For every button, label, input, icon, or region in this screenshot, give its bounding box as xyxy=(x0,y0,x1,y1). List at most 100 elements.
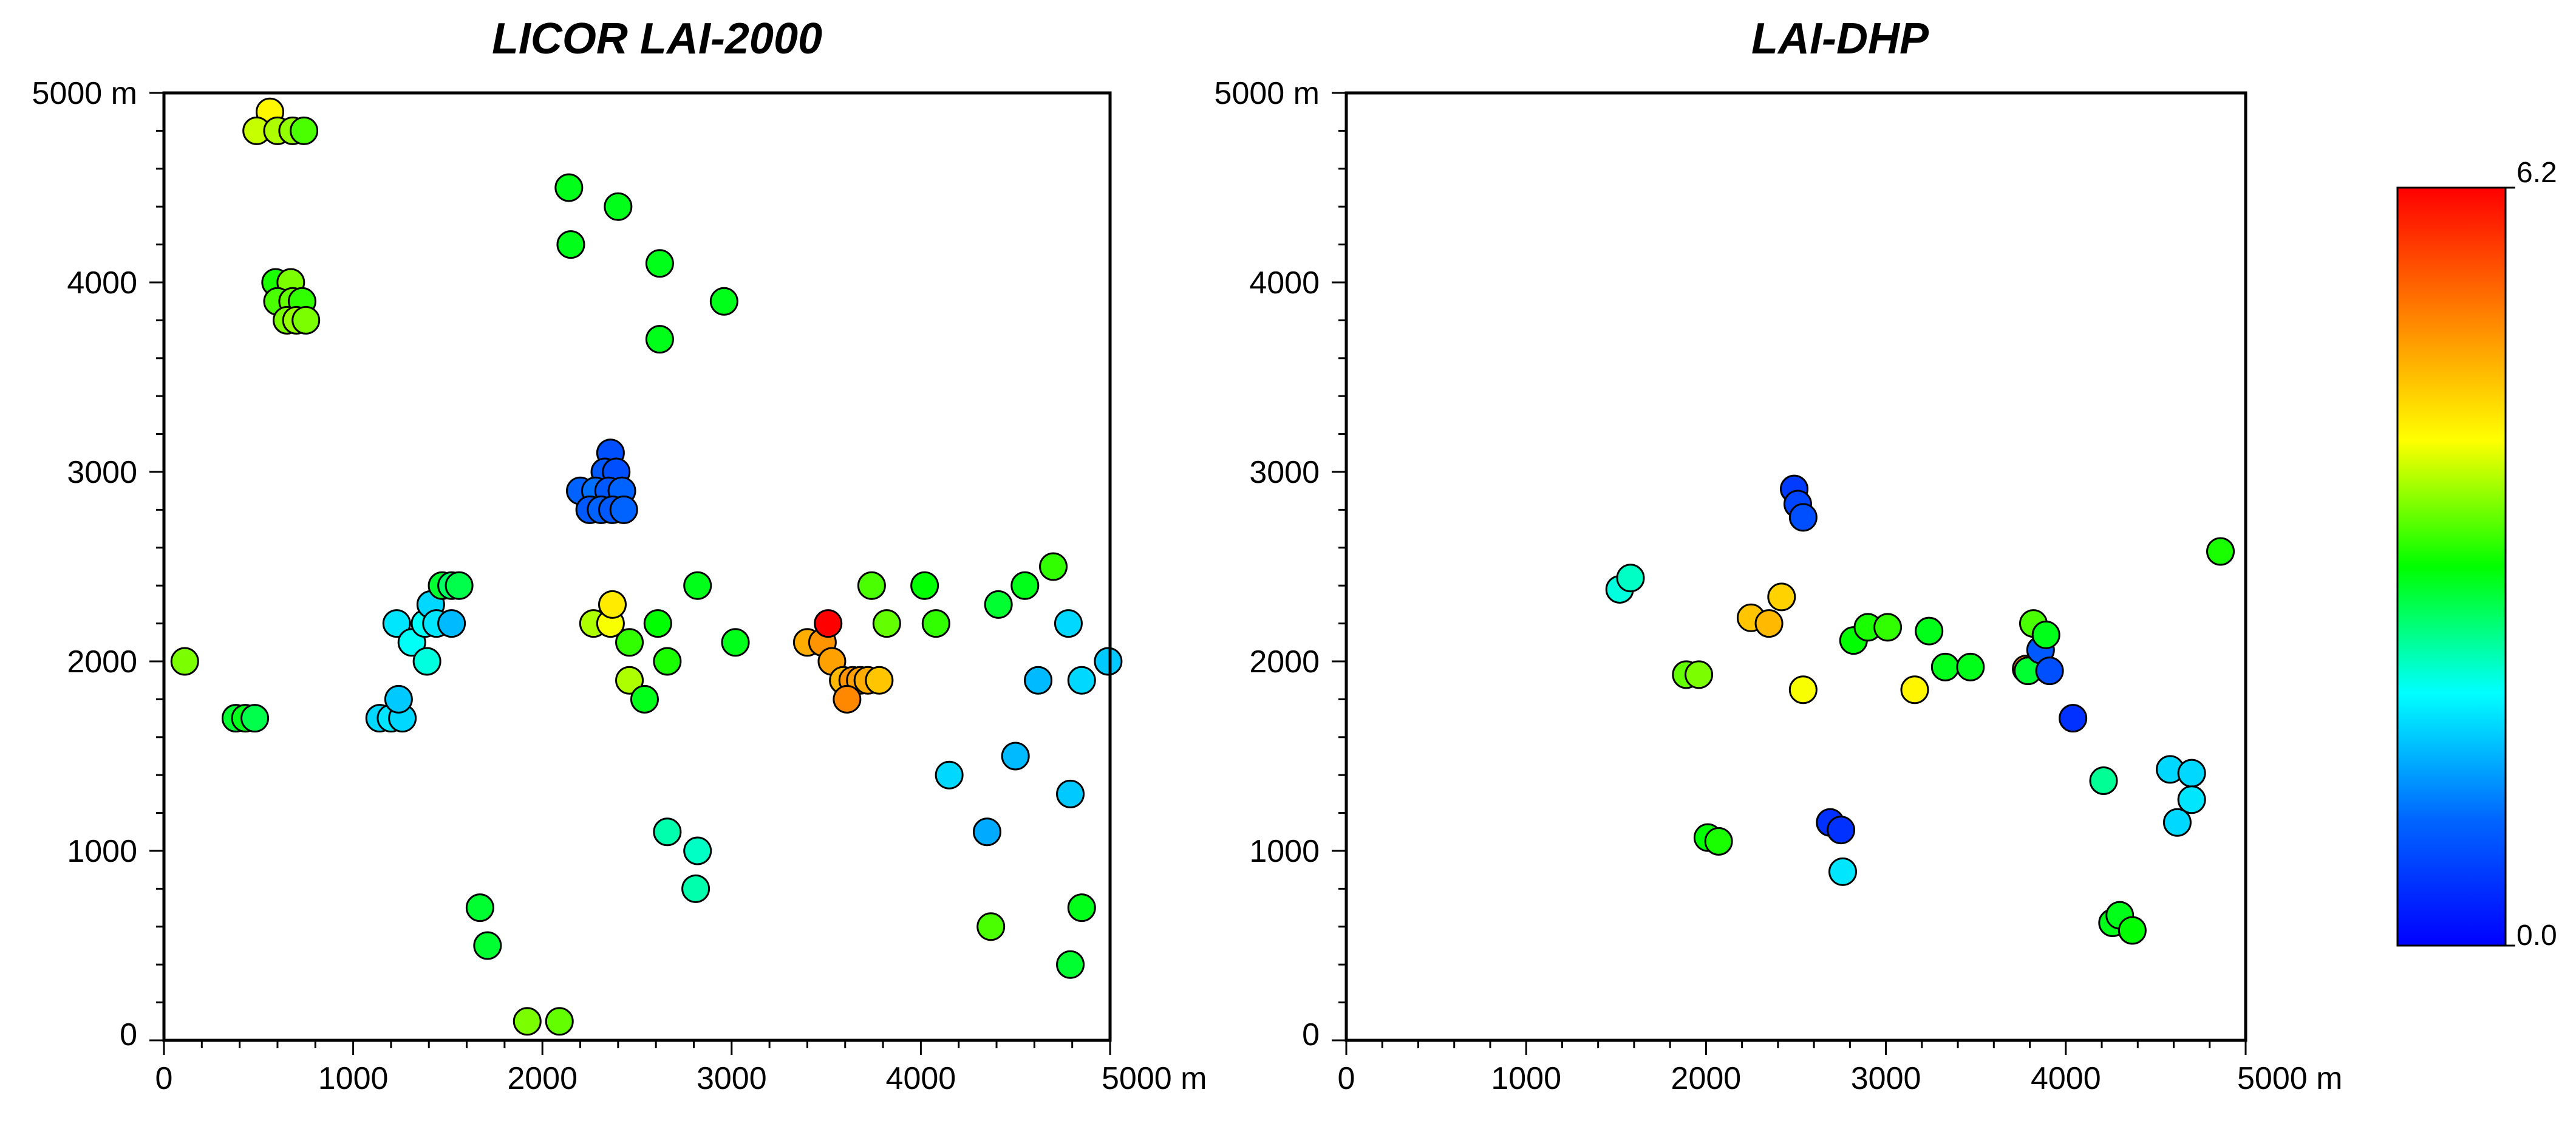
y-tick-label: 2000 xyxy=(1249,644,1320,680)
data-point xyxy=(976,912,1006,941)
data-point xyxy=(2118,916,2147,945)
y-tick-label: 3000 xyxy=(1249,455,1320,490)
data-point xyxy=(683,836,712,865)
y-tick-label: 3000 xyxy=(67,455,137,490)
x-tick-label: 1000 xyxy=(318,1061,389,1096)
data-point xyxy=(1010,571,1040,600)
data-point xyxy=(1956,652,1985,681)
data-point xyxy=(653,647,682,676)
x-tick-label: 1000 xyxy=(1491,1061,1561,1096)
data-point xyxy=(445,571,474,600)
data-point xyxy=(709,287,738,316)
chart-title: LICOR LAI-2000 xyxy=(492,15,822,63)
x-tick-label: 0 xyxy=(1338,1061,1355,1096)
lai-dhp-chart: LAI-DHP 0 1000 2000 3000 4000 5000 m 0 1… xyxy=(1215,15,2343,1096)
data-point xyxy=(935,760,964,790)
axis-tick-labels: 0 1000 2000 3000 4000 5000 m 0 1000 2000… xyxy=(1215,76,2343,1096)
data-point xyxy=(1039,552,1068,581)
data-point xyxy=(921,609,950,638)
data-point xyxy=(1873,613,1903,642)
data-point xyxy=(2177,785,2206,814)
data-point xyxy=(645,249,674,278)
data-point xyxy=(645,325,674,354)
data-point xyxy=(1788,675,1818,704)
data-point xyxy=(609,495,638,524)
data-point xyxy=(1685,660,1714,689)
x-tick-label: 4000 xyxy=(2031,1061,2101,1096)
data-point xyxy=(1054,609,1083,638)
data-point xyxy=(2162,808,2192,837)
data-point xyxy=(1788,503,1818,532)
x-tick-label: 2000 xyxy=(1671,1061,1742,1096)
data-point xyxy=(814,609,843,638)
data-point xyxy=(545,1007,574,1036)
data-point xyxy=(554,173,584,202)
x-tick-label: 3000 xyxy=(1851,1061,1921,1096)
x-tick-label: 5000 m xyxy=(2237,1061,2342,1096)
data-point xyxy=(513,1007,542,1036)
y-tick-label: 5000 m xyxy=(1215,76,1320,111)
data-point xyxy=(857,571,886,600)
data-point xyxy=(872,609,901,638)
y-tick-label: 1000 xyxy=(1249,834,1320,869)
data-point xyxy=(291,305,321,335)
y-tick-label: 2000 xyxy=(67,644,137,680)
data-point xyxy=(2177,759,2206,788)
data-point xyxy=(290,116,319,145)
data-point xyxy=(598,590,627,619)
data-point xyxy=(721,628,750,657)
data-point xyxy=(384,684,413,714)
data-point xyxy=(972,817,1001,847)
data-point xyxy=(1056,950,1085,979)
data-point xyxy=(615,666,644,695)
data-point xyxy=(1704,827,1733,856)
data-point xyxy=(465,893,494,923)
axis-ticks xyxy=(149,92,1111,1055)
data-point xyxy=(910,571,939,600)
y-tick-label: 4000 xyxy=(1249,265,1320,301)
axis-tick-labels: 0 1000 2000 3000 4000 5000 m 0 1000 2000… xyxy=(32,76,1207,1096)
data-point xyxy=(2035,657,2064,686)
plot-frame xyxy=(162,91,1112,1042)
data-point xyxy=(2089,766,2118,796)
data-point xyxy=(643,609,672,638)
data-point xyxy=(1001,742,1030,771)
data-point xyxy=(1915,616,1944,646)
data-point xyxy=(653,817,682,847)
data-point xyxy=(604,192,633,221)
data-point xyxy=(833,684,862,714)
x-tick-label: 5000 m xyxy=(1102,1061,1207,1096)
colorbar-max-label: 6.2 xyxy=(2516,157,2557,189)
colorbar-min-label: 0.0 xyxy=(2516,919,2557,952)
data-point xyxy=(2059,704,2088,733)
data-point xyxy=(1094,647,1123,676)
y-tick-label: 0 xyxy=(1302,1017,1320,1052)
data-point xyxy=(1900,675,1929,704)
y-tick-label: 1000 xyxy=(67,834,137,869)
x-tick-label: 4000 xyxy=(886,1061,956,1096)
data-point xyxy=(170,647,199,676)
x-tick-label: 2000 xyxy=(507,1061,578,1096)
data-point xyxy=(2031,620,2060,649)
data-point xyxy=(1930,652,1960,681)
data-point xyxy=(683,571,712,600)
data-point xyxy=(473,931,502,960)
y-tick-label: 4000 xyxy=(67,265,137,301)
colorbar-gradient xyxy=(2396,186,2507,947)
data-point xyxy=(1056,779,1085,808)
data-point xyxy=(1827,816,1856,845)
data-point xyxy=(1754,609,1784,638)
y-tick-label: 0 xyxy=(120,1017,137,1052)
chart-title: LAI-DHP xyxy=(1751,15,1929,63)
colorbar: 6.2 0.0 xyxy=(2396,157,2557,952)
data-point xyxy=(437,609,466,638)
data-points xyxy=(1605,474,2235,945)
data-point xyxy=(1767,582,1796,612)
data-point xyxy=(240,704,270,733)
data-point xyxy=(382,609,411,638)
licor-chart: LICOR LAI-2000 0 1000 2000 3000 4000 500… xyxy=(32,15,1207,1096)
data-point xyxy=(1067,666,1096,695)
data-point xyxy=(630,684,659,714)
data-point xyxy=(412,647,441,676)
data-points xyxy=(170,97,1123,1036)
